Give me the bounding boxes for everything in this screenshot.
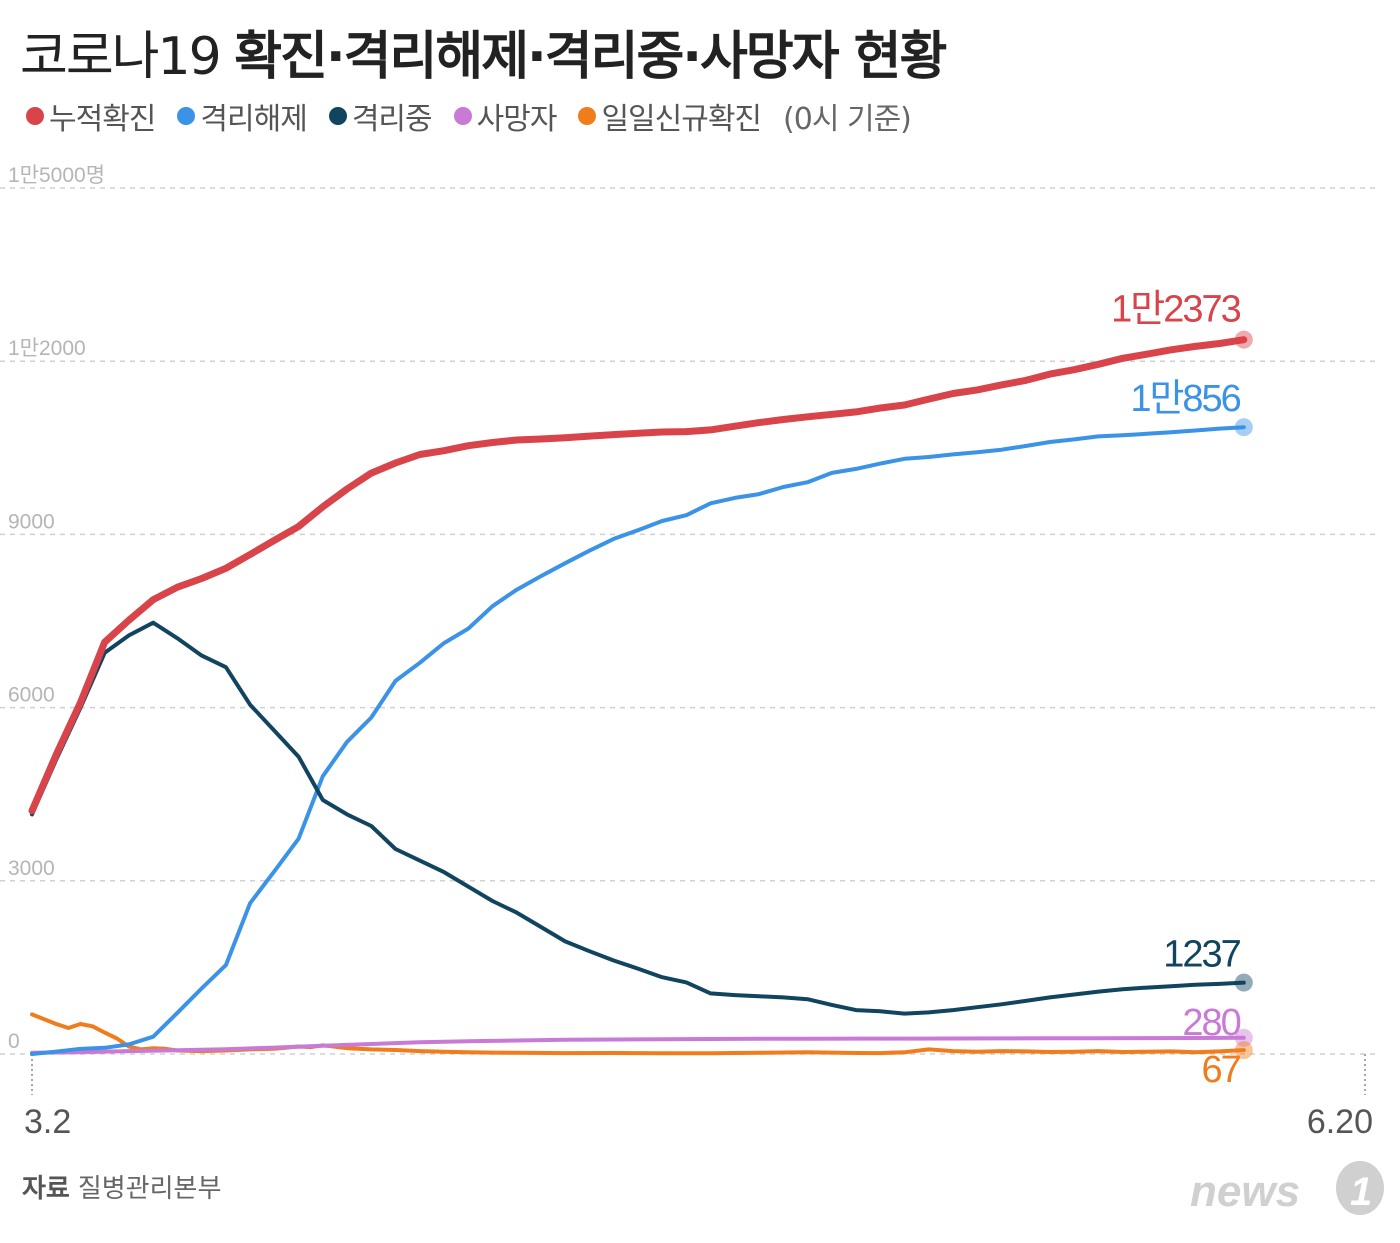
series-end-point-2 bbox=[1234, 973, 1253, 992]
legend-label-deaths: 사망자 bbox=[476, 102, 558, 137]
title-light: 코로나19 bbox=[20, 27, 222, 87]
y-tick-label: 0 bbox=[8, 1030, 20, 1053]
legend-label-released: 격리해제 bbox=[200, 102, 307, 137]
y-tick-label: 6000 bbox=[8, 684, 55, 707]
legend-dot-released bbox=[177, 107, 196, 125]
series-line-1 bbox=[30, 425, 1246, 1056]
legend-dot-isolated bbox=[328, 107, 347, 125]
series-end-point-4 bbox=[1234, 1041, 1253, 1060]
legend-item-daily: 일일신규확진 bbox=[578, 94, 762, 138]
legend-label-daily: 일일신규확진 bbox=[601, 102, 762, 137]
series-end-label-1: 1만856 bbox=[1130, 378, 1240, 420]
legend-label-cumulative: 누적확진 bbox=[49, 102, 156, 137]
legend-note: (0시 기준) bbox=[783, 102, 912, 137]
series-end-point-3 bbox=[1234, 1028, 1253, 1047]
y-tick-label: 9000 bbox=[8, 510, 55, 533]
legend-item-deaths: 사망자 bbox=[453, 94, 558, 138]
y-tick-label: 1만5000명 bbox=[8, 164, 105, 187]
y-tick-label: 1만2000 bbox=[8, 337, 86, 360]
svg-text:news: news bbox=[1190, 1167, 1300, 1216]
legend: 누적확진 격리해제 격리중 사망자 일일신규확진 (0시 기준) bbox=[26, 94, 912, 138]
series-line-2 bbox=[30, 620, 1246, 1016]
series-end-point-0 bbox=[1234, 330, 1253, 349]
series-end-label-2: 1237 bbox=[1163, 934, 1240, 976]
series-end-label-0: 1만2373 bbox=[1111, 289, 1240, 331]
legend-label-isolated: 격리중 bbox=[351, 102, 433, 137]
x-tick-label-end: 6.20 bbox=[1307, 1103, 1373, 1141]
source-credit: 자료 질병관리본부 bbox=[22, 1168, 221, 1205]
legend-dot-deaths bbox=[453, 107, 472, 125]
news1-logo: news 1 bbox=[1190, 1161, 1384, 1216]
legend-item-cumulative: 누적확진 bbox=[26, 94, 156, 138]
legend-dot-daily bbox=[578, 107, 597, 125]
series-line-3 bbox=[30, 1035, 1246, 1055]
source-name: 질병관리본부 bbox=[77, 1174, 222, 1204]
legend-item-isolated: 격리중 bbox=[328, 94, 433, 138]
chart-title: 코로나19 확진·격리해제·격리중·사망자 현황 bbox=[20, 14, 947, 89]
x-tick-label-start: 3.2 bbox=[24, 1103, 71, 1141]
svg-text:1: 1 bbox=[1350, 1170, 1372, 1214]
y-tick-label: 3000 bbox=[8, 857, 55, 880]
series-end-label-3: 280 bbox=[1182, 1002, 1240, 1044]
title-bold: 확진·격리해제·격리중·사망자 현황 bbox=[234, 27, 947, 87]
legend-dot-cumulative bbox=[26, 107, 44, 125]
series-line-0 bbox=[28, 336, 1248, 815]
series-end-label-4: 67 bbox=[1202, 1049, 1241, 1091]
source-label: 자료 bbox=[22, 1174, 70, 1204]
legend-item-released: 격리해제 bbox=[177, 94, 308, 138]
series-end-point-1 bbox=[1234, 418, 1253, 437]
